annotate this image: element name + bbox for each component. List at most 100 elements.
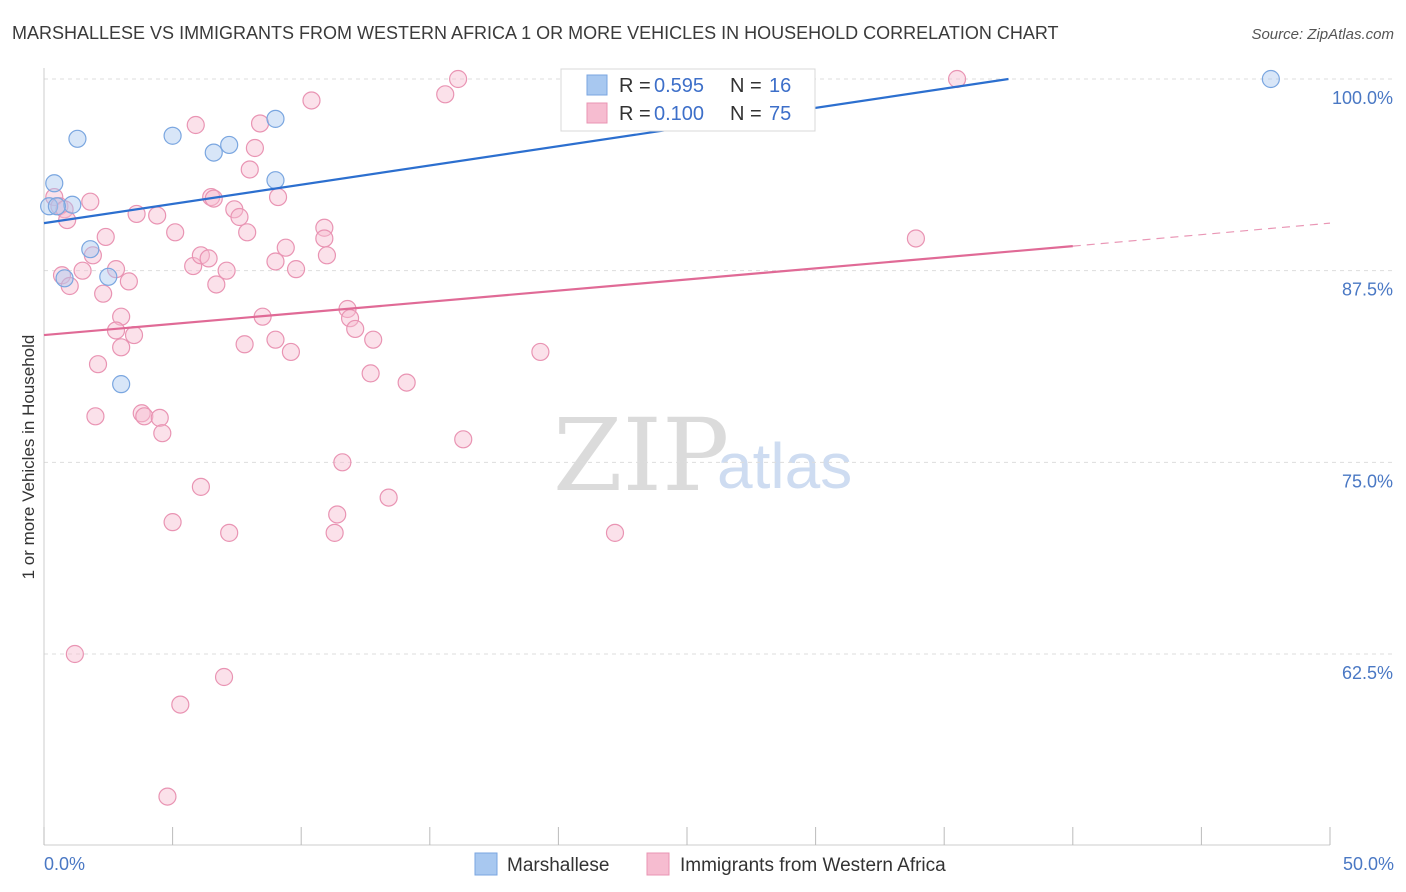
western-africa-point-25 xyxy=(166,223,185,242)
legend-swatch-marshallese xyxy=(586,74,608,96)
marshallese-point-10 xyxy=(220,135,239,155)
western-africa-point-19 xyxy=(132,404,151,423)
watermark-atlas: atlas xyxy=(717,430,852,502)
marshallese-point-2 xyxy=(63,195,82,214)
bottom-legend-label-marshallese: Marshallese xyxy=(507,855,609,876)
western-africa-point-45 xyxy=(266,330,285,349)
western-africa-point-70 xyxy=(163,513,182,532)
western-africa-point-21 xyxy=(150,408,169,427)
western-africa-point-32 xyxy=(230,207,249,227)
legend-r-value-western-africa: 0.100 xyxy=(654,103,704,125)
western-africa-point-10 xyxy=(94,284,113,303)
western-africa-point-73 xyxy=(214,667,234,687)
western-africa-point-58 xyxy=(333,453,352,472)
western-africa-point-14 xyxy=(106,321,126,340)
western-africa-point-68 xyxy=(906,229,926,248)
y-axis-tick-labels: 100.0% 87.5% 75.0% 62.5% xyxy=(1332,88,1393,683)
legend-n-value-western-africa: 75 xyxy=(769,103,791,125)
marshallese-point-3 xyxy=(68,129,87,148)
trend-line-western-africa-extension xyxy=(1072,222,1331,247)
x-tick-label-max: 50.0% xyxy=(1343,854,1394,874)
western-africa-point-22 xyxy=(153,424,172,443)
watermark-zip: ZIP xyxy=(553,397,729,514)
legend-n-value-marshallese: 16 xyxy=(769,75,791,97)
western-africa-point-60 xyxy=(325,523,344,542)
western-africa-point-42 xyxy=(266,252,285,271)
western-africa-point-18 xyxy=(86,407,105,426)
legend-n-label-western-africa: N = xyxy=(730,103,762,125)
marshallese-point-4 xyxy=(81,240,100,259)
western-africa-point-36 xyxy=(186,115,205,135)
marshallese-point-14 xyxy=(1261,69,1280,89)
chart-source: Source: ZipAtlas.com xyxy=(1251,26,1394,43)
chart-title: MARSHALLESE VS IMMIGRANTS FROM WESTERN A… xyxy=(12,23,1059,43)
y-tick-label-0: 100.0% xyxy=(1332,88,1393,108)
western-africa-point-37 xyxy=(245,138,265,158)
western-africa-point-30 xyxy=(217,261,236,280)
western-africa-point-57 xyxy=(397,373,416,392)
western-africa-point-38 xyxy=(250,114,270,133)
western-africa-point-43 xyxy=(286,260,306,279)
trend-line-western-africa xyxy=(43,245,1073,337)
western-africa-point-13 xyxy=(112,307,131,326)
marshallese-point-6 xyxy=(99,267,118,286)
western-africa-point-61 xyxy=(379,488,398,507)
western-africa-point-49 xyxy=(315,218,334,237)
marshallese-point-9 xyxy=(204,143,223,162)
y-tick-label-1: 87.5% xyxy=(1342,280,1393,300)
marshallese-point-5 xyxy=(55,269,74,288)
western-africa-point-8 xyxy=(81,192,100,211)
western-africa-point-65 xyxy=(531,342,550,362)
western-africa-point-55 xyxy=(364,330,383,349)
x-tick-label-min: 0.0% xyxy=(44,854,85,874)
western-africa-point-62 xyxy=(454,430,473,449)
marshallese-point-0 xyxy=(45,174,64,193)
bottom-legend-label-western-africa: Immigrants from Western Africa xyxy=(680,855,946,876)
western-africa-point-56 xyxy=(361,364,380,383)
western-africa-point-6 xyxy=(73,261,92,280)
western-africa-point-51 xyxy=(317,246,337,265)
western-africa-point-64 xyxy=(436,85,455,104)
western-africa-point-75 xyxy=(158,787,177,806)
western-africa-point-15 xyxy=(112,338,131,357)
bottom-legend-swatch-western-africa xyxy=(646,852,670,876)
x-axis-ticks xyxy=(43,827,1331,845)
marshallese-point-11 xyxy=(266,109,285,128)
western-africa-point-66 xyxy=(605,523,625,542)
western-africa-point-24 xyxy=(148,206,167,225)
y-tick-label-2: 75.0% xyxy=(1342,471,1393,491)
western-africa-point-16 xyxy=(88,355,108,374)
legend-n-label-marshallese: N = xyxy=(730,75,762,97)
marshallese-point-7 xyxy=(112,375,131,394)
legend-r-label-marshallese: R = xyxy=(619,75,651,97)
western-africa-point-40 xyxy=(268,187,288,207)
western-africa-point-74 xyxy=(171,695,190,714)
legend-swatch-western-africa xyxy=(586,102,608,124)
western-africa-point-59 xyxy=(328,505,347,524)
western-africa-point-29 xyxy=(207,275,226,294)
marshallese-point-8 xyxy=(163,126,182,145)
western-africa-point-28 xyxy=(199,249,218,268)
western-africa-point-39 xyxy=(240,160,259,179)
series-legend: Marshallese Immigrants from Western Afri… xyxy=(474,852,946,876)
western-africa-point-41 xyxy=(276,238,295,257)
western-africa-point-9 xyxy=(96,227,115,247)
western-africa-point-63 xyxy=(448,69,468,89)
western-africa-point-12 xyxy=(119,272,138,291)
western-africa-point-20 xyxy=(135,407,154,426)
western-africa-point-71 xyxy=(220,523,239,542)
western-africa-point-47 xyxy=(281,342,301,362)
western-africa-point-72 xyxy=(65,644,84,664)
western-africa-point-46 xyxy=(235,335,254,354)
legend-r-label-western-africa: R = xyxy=(619,103,651,125)
watermark: ZIP atlas xyxy=(553,397,852,514)
western-africa-point-11 xyxy=(106,260,126,279)
trend-line-marshallese xyxy=(43,77,1009,225)
y-tick-label-3: 62.5% xyxy=(1342,663,1393,683)
marshallese-point-15 xyxy=(47,197,66,216)
bottom-legend-swatch-marshallese xyxy=(474,852,498,876)
western-africa-point-69 xyxy=(191,477,210,496)
western-africa-point-17 xyxy=(124,325,144,345)
stats-legend: R = 0.595 N = 16 R = 0.100 N = 75 xyxy=(560,68,816,132)
